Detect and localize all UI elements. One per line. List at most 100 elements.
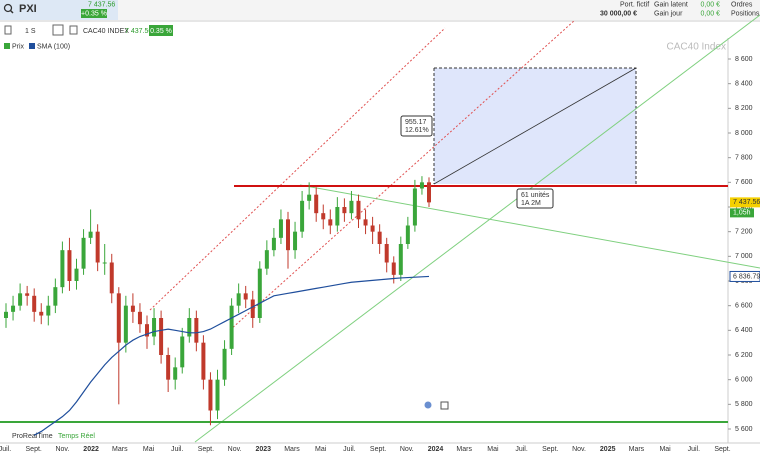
symbol: PXI	[19, 3, 37, 15]
label: Gain latent	[654, 1, 688, 8]
candle-body	[39, 311, 44, 316]
candle-body	[229, 305, 234, 349]
candle-body	[222, 348, 227, 380]
candle-body	[356, 200, 361, 220]
sma-tag: 6 836.79	[733, 273, 760, 280]
trend-line[interactable]	[299, 184, 760, 269]
measure-diagonal	[433, 67, 637, 185]
candle-body	[314, 194, 319, 214]
candle-body	[293, 231, 298, 251]
price: 7 437.56	[125, 28, 152, 35]
candle-body	[60, 250, 65, 288]
x-tick-label: Juil.	[688, 446, 701, 453]
candle-body	[180, 336, 185, 368]
annotation: 12.61%	[405, 127, 429, 134]
candle-body	[95, 231, 100, 263]
value: 0,00 €	[701, 1, 721, 8]
y-tick-label: 8 400	[735, 81, 753, 88]
annotation: 1A 2M	[521, 200, 541, 207]
y-tick-label: 6 400	[735, 327, 753, 334]
x-tick-label: Mars	[629, 446, 645, 453]
candle-body	[123, 305, 128, 343]
change: +0.35 %	[81, 10, 107, 17]
watermark: CAC40 Index	[667, 42, 726, 53]
icon[interactable]	[52, 24, 64, 36]
x-tick-label: Nov.	[55, 446, 69, 453]
x-tick-label: Mars	[112, 446, 128, 453]
x-tick-label: 2024	[428, 446, 444, 453]
price: 7 437.56	[88, 1, 115, 8]
x-tick-label: Juil.	[0, 446, 11, 453]
candle-body	[349, 200, 354, 214]
y-tick-label: 7 600	[735, 179, 753, 186]
menu-item[interactable]: Positions	[731, 10, 760, 17]
x-tick-label: 2023	[256, 446, 272, 453]
candle-body	[328, 219, 333, 226]
x-tick-label: Sept.	[198, 446, 214, 453]
y-tick-label: 7 000	[735, 253, 753, 260]
candle-body	[264, 250, 269, 269]
x-tick-label: Nov.	[572, 446, 586, 453]
icon[interactable]	[424, 401, 432, 409]
x-tick-label: Mai	[659, 446, 671, 453]
candle-body	[342, 207, 347, 214]
channel-line[interactable]	[229, 19, 576, 331]
candle-body	[109, 262, 114, 294]
candle-body	[53, 287, 58, 306]
y-tick-label: 6 600	[735, 303, 753, 310]
x-tick-label: Mars	[284, 446, 300, 453]
icon[interactable]	[69, 25, 78, 35]
candle-body	[145, 324, 149, 337]
price-tag-bg	[730, 197, 760, 208]
candle-body	[300, 200, 305, 232]
x-tick-label: Juil.	[171, 446, 184, 453]
candle-body	[152, 318, 157, 337]
candle-body	[398, 244, 403, 275]
candle-body	[278, 219, 283, 238]
candle-body	[307, 194, 312, 201]
candle-body	[18, 293, 23, 306]
period[interactable]: 1 S	[25, 28, 36, 35]
y-tick-label: 5 800	[735, 401, 753, 408]
candle-body	[377, 231, 382, 244]
y-tick-label: 8 200	[735, 105, 753, 112]
menu-item[interactable]: Ordres	[731, 1, 753, 8]
candle-body	[25, 293, 30, 296]
candle-body	[363, 219, 368, 226]
candle-body	[187, 318, 192, 337]
y-tick-label: 5 600	[735, 426, 753, 433]
change-badge	[149, 25, 173, 36]
candle-body	[321, 213, 326, 220]
label: Gain jour	[654, 10, 683, 17]
x-tick-label: Nov.	[400, 446, 414, 453]
candle-body	[419, 182, 424, 189]
y-tick-label: 8 600	[735, 56, 753, 63]
candle-body	[208, 379, 213, 411]
sma-line	[33, 275, 430, 436]
x-tick-label: Nov.	[228, 446, 242, 453]
value: 0,00 €	[701, 10, 721, 17]
candle-body	[335, 207, 340, 226]
candle-body	[102, 262, 107, 264]
label: Port. fictif	[620, 1, 649, 8]
search-icon	[3, 3, 13, 13]
x-tick-label: Juil.	[515, 446, 528, 453]
icon[interactable]	[4, 25, 12, 35]
footer: Temps Réel	[58, 433, 95, 440]
candle-body	[74, 268, 79, 281]
time-tag-bg	[730, 208, 754, 218]
candle-body	[46, 305, 51, 316]
annotation: 61 unités	[521, 192, 550, 199]
icon[interactable]	[440, 401, 449, 410]
channel-line[interactable]	[149, 27, 446, 311]
trend-line[interactable]	[194, 14, 760, 443]
legend-label: SMA (100)	[37, 43, 70, 50]
candle-body	[391, 262, 396, 275]
search-icon	[9, 9, 14, 14]
y-tick-label: 7 800	[735, 155, 753, 162]
price-tag: 7 437.56	[733, 199, 760, 206]
candle-body	[243, 293, 248, 300]
candle-body	[370, 225, 375, 232]
candle-body	[116, 293, 121, 343]
time-tag: 1,05h	[733, 210, 751, 217]
